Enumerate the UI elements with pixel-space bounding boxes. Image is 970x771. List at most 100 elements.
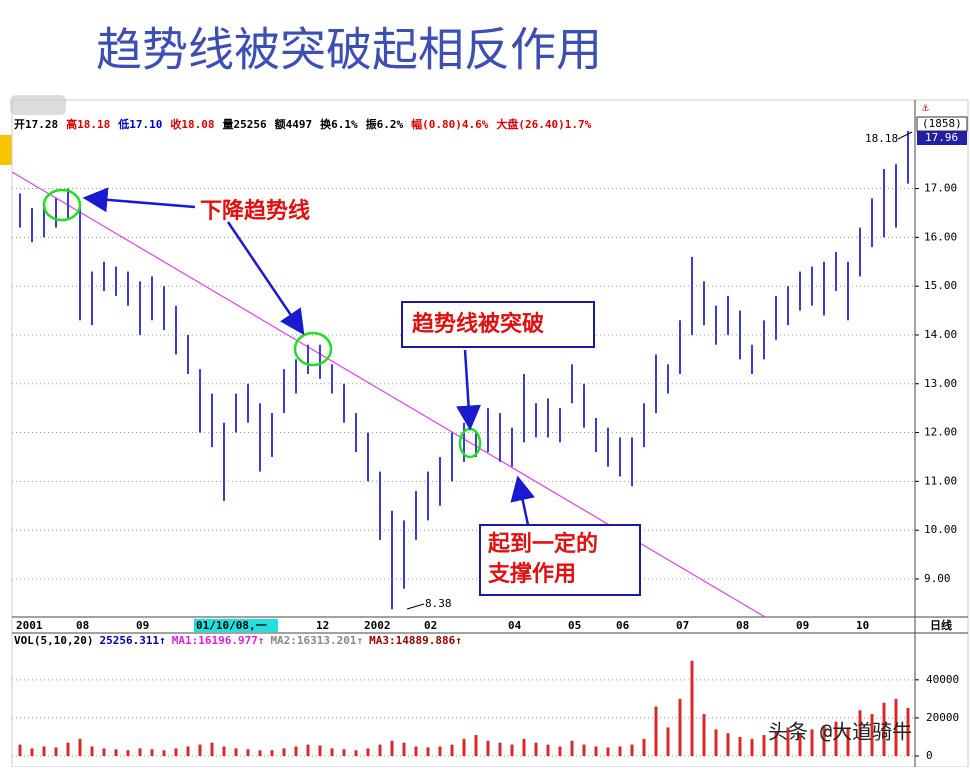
price-bar bbox=[499, 413, 501, 462]
volume-bar bbox=[678, 698, 682, 756]
y-tick-label: 10.00 bbox=[924, 523, 957, 536]
volume-bar bbox=[282, 748, 286, 756]
volume-bar bbox=[738, 736, 742, 756]
volume-bar bbox=[246, 749, 250, 756]
x-tick-label: 01/10/08,一 bbox=[196, 619, 267, 632]
volume-bar bbox=[66, 742, 70, 756]
price-bar bbox=[847, 261, 849, 321]
volume-bar bbox=[870, 714, 874, 756]
volume-bar bbox=[690, 660, 694, 756]
volume-legend-item: MA2:16313.201↑ bbox=[270, 634, 363, 647]
y-tick-label: 11.00 bbox=[924, 474, 957, 487]
volume-bar bbox=[762, 735, 766, 756]
edge-tab bbox=[0, 135, 12, 165]
volume-bar bbox=[906, 707, 910, 756]
volume-bar bbox=[522, 738, 526, 756]
volume-bar bbox=[546, 744, 550, 756]
x-tick-label: 06 bbox=[616, 619, 630, 632]
price-bar bbox=[523, 374, 525, 443]
price-bar bbox=[823, 261, 825, 316]
price-bar bbox=[463, 422, 465, 462]
volume-bar bbox=[210, 742, 214, 756]
volume-bar bbox=[414, 746, 418, 756]
arrow bbox=[510, 475, 535, 526]
price-bar bbox=[163, 286, 165, 331]
price-bar bbox=[655, 354, 657, 414]
volume-bar bbox=[138, 748, 142, 756]
volume-bar bbox=[834, 721, 838, 756]
price-bar bbox=[55, 198, 57, 228]
volume-bar bbox=[402, 742, 406, 756]
price-bar bbox=[247, 383, 249, 423]
volume-bar bbox=[750, 738, 754, 756]
touch-circle bbox=[42, 188, 82, 222]
period-label: 日线 bbox=[930, 618, 952, 632]
price-bar bbox=[763, 320, 765, 360]
volume-bar bbox=[90, 746, 94, 756]
price-bar bbox=[907, 130, 909, 184]
y-tick-label: 40000 bbox=[926, 673, 959, 686]
volume-bar bbox=[234, 748, 238, 756]
price-bar bbox=[667, 364, 669, 394]
volume-bar bbox=[594, 746, 598, 756]
low-label: 8.38 bbox=[425, 597, 452, 610]
volume-bar bbox=[198, 744, 202, 756]
price-bar bbox=[895, 164, 897, 228]
volume-bar bbox=[78, 738, 82, 756]
volume-bar bbox=[294, 746, 298, 756]
volume-bar bbox=[558, 746, 562, 756]
x-tick-label: 2001 bbox=[16, 619, 43, 632]
info-item: 换6.1% bbox=[320, 117, 358, 131]
price-bar bbox=[511, 427, 513, 467]
volume-bar bbox=[570, 740, 574, 756]
volume-bar bbox=[162, 750, 166, 756]
page-title: 趋势线被突破起相反作用 bbox=[96, 25, 602, 76]
volume-legend-item: 25256.311↑ bbox=[99, 634, 165, 647]
callout-box bbox=[479, 524, 641, 596]
volume-bar bbox=[30, 748, 34, 756]
arrow bbox=[82, 187, 196, 213]
price-bar bbox=[751, 344, 753, 374]
price-bar bbox=[703, 281, 705, 326]
blurred-logo bbox=[10, 95, 66, 115]
price-bar bbox=[127, 271, 129, 306]
volume-bar bbox=[114, 749, 118, 756]
y-tick-label: 16.00 bbox=[924, 230, 957, 243]
price-bar bbox=[859, 227, 861, 277]
price-bar bbox=[175, 305, 177, 355]
price-bar bbox=[19, 193, 21, 228]
high-pointer bbox=[897, 131, 913, 140]
price-bar bbox=[415, 491, 417, 540]
price-bar bbox=[223, 422, 225, 501]
price-bar bbox=[451, 432, 453, 482]
x-tick-label: 09 bbox=[136, 619, 149, 632]
price-bar bbox=[811, 266, 813, 306]
volume-bar bbox=[882, 702, 886, 756]
price-bar bbox=[715, 305, 717, 345]
volume-bar bbox=[726, 733, 730, 756]
price-bar bbox=[235, 393, 237, 433]
callout: 下降趋势线 bbox=[200, 198, 310, 224]
arrow bbox=[226, 221, 305, 336]
y-tick-label: 15.00 bbox=[924, 279, 957, 292]
volume-bar bbox=[42, 746, 46, 756]
volume-bar bbox=[306, 744, 310, 756]
price-bar bbox=[583, 383, 585, 428]
y-tick-label: 9.00 bbox=[924, 572, 951, 585]
volume-legend: VOL(5,10,20) 25256.311↑ MA1:16196.977↑ MA2:… bbox=[14, 634, 462, 647]
price-marks: 9.00 10.00 11.00 12.00 13.00 14.00 15.00 16.00 1… bbox=[12, 130, 959, 762]
volume-bar bbox=[894, 698, 898, 756]
info-item: 振6.2% bbox=[366, 117, 404, 131]
arrow bbox=[456, 349, 482, 431]
volume-bar bbox=[54, 747, 58, 756]
stock-code: (1858) bbox=[922, 117, 962, 130]
volume-bar bbox=[222, 746, 226, 756]
volume-bar bbox=[174, 748, 178, 756]
volume-bar bbox=[18, 744, 22, 756]
volume-bar bbox=[534, 742, 538, 756]
price-bar bbox=[307, 344, 309, 374]
high-label: 18.18 bbox=[865, 132, 898, 145]
price-bar bbox=[727, 295, 729, 335]
volume-bar bbox=[798, 733, 802, 756]
price-bar bbox=[187, 334, 189, 374]
